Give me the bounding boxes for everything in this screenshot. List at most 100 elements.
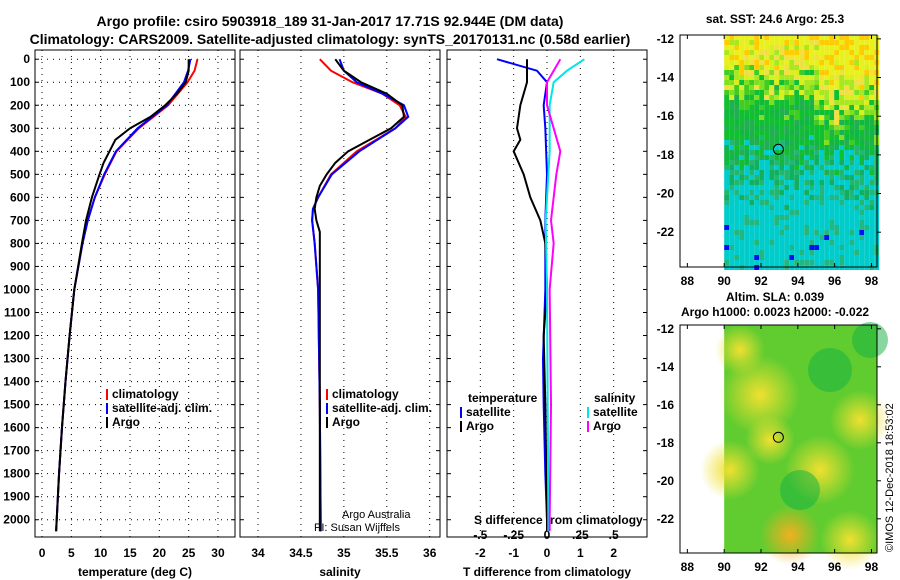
sst-cell xyxy=(794,90,800,95)
sst-cell xyxy=(814,65,820,70)
sst-cell xyxy=(834,125,840,130)
sst-cell xyxy=(749,115,755,120)
sst-cell xyxy=(814,220,820,225)
sst-cell xyxy=(849,200,855,205)
sst-cell xyxy=(839,245,845,250)
sst-cell xyxy=(739,220,745,225)
sst-cell xyxy=(749,245,755,250)
sst-cell xyxy=(839,70,845,75)
sst-cell xyxy=(869,65,875,70)
sst-cell xyxy=(829,180,835,185)
x-axis-label: temperature (deg C) xyxy=(78,565,192,579)
sst-cell xyxy=(729,110,735,115)
lat-tick-label: -18 xyxy=(657,148,675,162)
sst-cell xyxy=(764,60,770,65)
x-tick-label: -2 xyxy=(475,546,486,560)
sst-cell xyxy=(749,215,755,220)
sst-cell xyxy=(774,110,780,115)
sst-cell xyxy=(829,225,835,230)
sst-cell xyxy=(859,195,865,200)
sst-cell xyxy=(784,135,790,140)
sst-cell xyxy=(809,90,815,95)
sst-cell xyxy=(724,85,730,90)
sst-cell xyxy=(804,130,810,135)
sst-cell xyxy=(769,195,775,200)
sst-cell xyxy=(804,225,810,230)
sst-cell xyxy=(824,125,830,130)
sst-cell xyxy=(869,230,875,235)
sst-cell xyxy=(839,85,845,90)
sst-cell xyxy=(764,80,770,85)
sst-cell xyxy=(774,165,780,170)
sst-cell xyxy=(839,115,845,120)
sst-cell xyxy=(779,175,785,180)
sst-cell xyxy=(774,100,780,105)
sst-cell xyxy=(799,170,805,175)
sst-cell xyxy=(834,55,840,60)
sst-cell xyxy=(749,100,755,105)
x-tick-label: 35.5 xyxy=(375,546,399,560)
sst-cell xyxy=(824,210,830,215)
sst-cell xyxy=(739,250,745,255)
sst-cell xyxy=(824,60,830,65)
sst-cell xyxy=(839,160,845,165)
sst-cell xyxy=(849,65,855,70)
sst-cell xyxy=(864,210,870,215)
sst-cell xyxy=(824,240,830,245)
sst-cell xyxy=(724,245,730,250)
sst-cell xyxy=(724,35,730,40)
sst-cell xyxy=(799,235,805,240)
sst-cell xyxy=(864,205,870,210)
sst-cell xyxy=(769,230,775,235)
sst-cell xyxy=(734,200,740,205)
sst-cell xyxy=(824,145,830,150)
sst-cell xyxy=(784,155,790,160)
sst-cell xyxy=(749,210,755,215)
sst-cell xyxy=(814,260,820,265)
credit-text: Argo Australia xyxy=(342,509,411,521)
sst-cell xyxy=(724,215,730,220)
sst-cell xyxy=(774,125,780,130)
sst-cell xyxy=(859,175,865,180)
sst-cell xyxy=(754,65,760,70)
sst-cell xyxy=(744,75,750,80)
sst-cell xyxy=(774,200,780,205)
sst-cell xyxy=(729,125,735,130)
sst-cell xyxy=(829,100,835,105)
x-tick-label: 0 xyxy=(544,546,551,560)
sst-cell xyxy=(809,250,815,255)
sst-cell xyxy=(784,75,790,80)
sst-cell xyxy=(779,95,785,100)
sst-cell xyxy=(724,220,730,225)
sst-cell xyxy=(814,150,820,155)
y-tick-label: 1200 xyxy=(3,329,30,343)
lat-tick-label: -16 xyxy=(657,109,675,123)
sst-cell xyxy=(804,235,810,240)
sst-cell xyxy=(744,145,750,150)
sst-cell xyxy=(804,250,810,255)
sst-cell xyxy=(839,140,845,145)
sst-cell xyxy=(794,200,800,205)
sst-cell xyxy=(809,170,815,175)
sst-cell xyxy=(734,215,740,220)
sst-cell xyxy=(794,35,800,40)
sst-cell xyxy=(794,85,800,90)
sst-cell xyxy=(814,35,820,40)
sst-cell xyxy=(799,245,805,250)
sst-cell xyxy=(829,125,835,130)
sst-cell xyxy=(834,230,840,235)
sst-cell xyxy=(779,215,785,220)
sst-cell xyxy=(779,160,785,165)
sst-cell xyxy=(849,215,855,220)
sst-cell xyxy=(844,85,850,90)
sst-cell xyxy=(854,145,860,150)
sst-cell xyxy=(734,195,740,200)
sst-cell xyxy=(764,245,770,250)
sst-cell xyxy=(864,235,870,240)
sst-cell xyxy=(804,35,810,40)
sst-cell xyxy=(869,145,875,150)
sst-cell xyxy=(804,80,810,85)
sst-cell xyxy=(744,205,750,210)
sst-cell xyxy=(859,120,865,125)
sst-cell xyxy=(799,195,805,200)
